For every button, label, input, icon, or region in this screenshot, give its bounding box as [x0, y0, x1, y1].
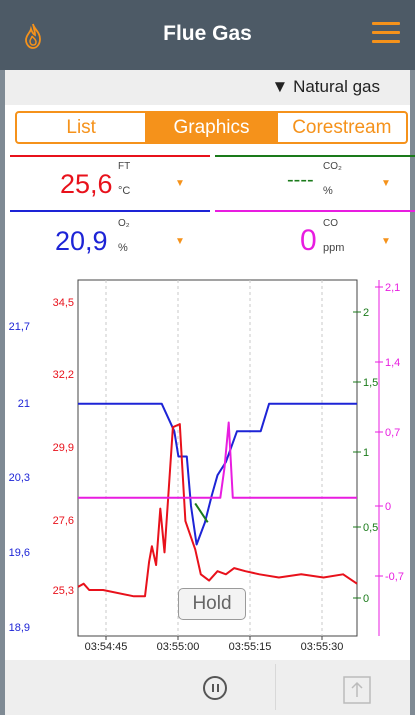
o2-axis-tick-label: 20,3: [9, 472, 30, 484]
o2-symbol: O₂: [118, 218, 130, 229]
o2-unit: %: [118, 242, 128, 254]
flame-icon[interactable]: [22, 23, 44, 49]
reading-co[interactable]: 0 CO ppm ▼: [215, 210, 415, 264]
pause-icon[interactable]: [203, 676, 227, 700]
o2-axis-tick-label: 18,9: [9, 622, 30, 634]
co-unit: ppm: [323, 242, 345, 254]
ft-axis-tick-label: 25,3: [53, 585, 74, 597]
co-axis-tick-label: 0,7: [385, 427, 400, 439]
co-value: 0: [300, 224, 317, 257]
co2-color-line: [215, 155, 415, 157]
o2-dropdown-arrow-icon[interactable]: ▼: [175, 236, 185, 247]
o2-axis-tick-label: 21,7: [9, 321, 30, 333]
ft-axis-tick-label: 32,2: [53, 369, 74, 381]
co2-axis-tick-label: 1: [363, 447, 369, 459]
tab-list[interactable]: List: [66, 117, 96, 138]
co-axis-tick-label: 1,4: [385, 357, 400, 369]
co2-axis-tick-label: 0,5: [363, 522, 378, 534]
reading-ft[interactable]: 25,6 FT °C ▼: [10, 155, 210, 209]
co-axis-tick-label: 2,1: [385, 282, 400, 294]
ft-value: 25,6: [60, 169, 113, 199]
series-line-o2: [78, 402, 357, 546]
reading-o2[interactable]: 20,9 O₂ % ▼: [10, 210, 210, 264]
ft-color-line: [10, 155, 210, 157]
co2-symbol: CO₂: [323, 161, 342, 172]
tab-graphics[interactable]: Graphics: [145, 113, 278, 142]
co-symbol: CO: [323, 218, 338, 229]
o2-value: 20,9: [55, 226, 108, 256]
reading-co2[interactable]: ---- CO₂ % ▼: [215, 155, 415, 209]
page-title: Flue Gas: [163, 22, 252, 45]
trend-chart[interactable]: 03:54:45 03:55:00 03:55:15 03:55:3021,72120…: [0, 270, 415, 660]
x-tick-label: 03:54:45: [85, 641, 128, 653]
co-axis-tick-label: -0,7: [385, 571, 404, 583]
x-tick-label: 03:55:00: [157, 641, 200, 653]
ft-dropdown-arrow-icon[interactable]: ▼: [175, 178, 185, 189]
o2-axis-tick-label: 21: [18, 398, 30, 410]
series-line-co2: [194, 502, 209, 523]
ft-symbol: FT: [118, 161, 131, 172]
co-color-line: [215, 210, 415, 212]
fuel-dropdown[interactable]: ▼ Natural gas: [271, 77, 380, 96]
o2-axis-tick-label: 19,6: [9, 547, 30, 559]
ft-axis-tick-label: 34,5: [53, 297, 74, 309]
co2-axis-tick-label: 0: [363, 593, 369, 605]
fuel-selector-bar: ▼ Natural gas: [5, 70, 410, 105]
ft-axis-tick-label: 27,6: [53, 515, 74, 527]
co2-unit: %: [323, 185, 333, 197]
x-tick-label: 03:55:15: [229, 641, 272, 653]
export-icon[interactable]: [342, 675, 372, 705]
o2-color-line: [10, 210, 210, 212]
co-dropdown-arrow-icon[interactable]: ▼: [381, 236, 391, 247]
view-tabs: List Graphics Corestream: [15, 111, 408, 144]
tab-corestream[interactable]: Corestream: [292, 117, 392, 138]
plot-frame: [77, 279, 358, 637]
app-header: Flue Gas: [0, 0, 415, 70]
co2-value: ----: [287, 169, 314, 191]
series-line-ft: [77, 423, 358, 598]
co2-dropdown-arrow-icon[interactable]: ▼: [381, 178, 391, 189]
ft-unit: °C: [118, 185, 131, 197]
co2-axis-tick-label: 2: [363, 307, 369, 319]
x-tick-label: 03:55:30: [301, 641, 344, 653]
hamburger-menu-icon[interactable]: [372, 22, 400, 50]
co2-axis-tick-label: 1,5: [363, 377, 378, 389]
co-axis-tick-label: 0: [385, 501, 391, 513]
toolbar-divider: [275, 664, 276, 710]
series-line-co: [78, 421, 357, 499]
hold-button[interactable]: Hold: [178, 588, 246, 620]
ft-axis-tick-label: 29,9: [53, 442, 74, 454]
